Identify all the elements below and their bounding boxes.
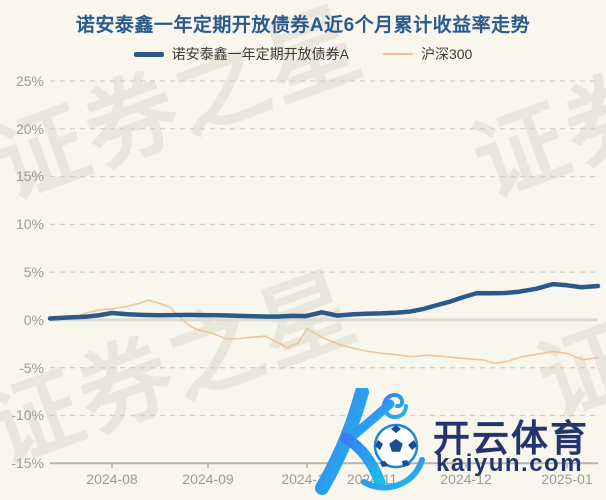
index-line-swatch-icon [382, 52, 413, 56]
y-tick-label: 5% [23, 264, 44, 280]
x-tick-label: 2024-12 [440, 471, 492, 487]
kaiyun-logo: 开云体育 kaiyun.com [306, 388, 606, 496]
y-tick-label: -5% [19, 360, 44, 376]
legend-item-fund: 诺安泰鑫一年定期开放债券A [133, 44, 349, 64]
kaiyun-k-icon [315, 388, 425, 495]
fund-line-swatch-icon [133, 51, 164, 57]
chart-legend: 诺安泰鑫一年定期开放债券A 沪深300 [0, 44, 606, 64]
legend-label-index: 沪深300 [420, 46, 473, 62]
legend-item-index: 沪深300 [382, 44, 473, 64]
chart-title: 诺安泰鑫一年定期开放债券A近6个月累计收益率走势 [75, 15, 531, 36]
football-icon [373, 423, 419, 469]
y-tick-label: 0% [23, 312, 44, 328]
swirl-icon [382, 392, 408, 419]
kaiyun-brand-text: 开云体育 [433, 418, 589, 459]
y-tick-label: 15% [15, 168, 44, 184]
legend-label-fund: 诺安泰鑫一年定期开放债券A [171, 46, 349, 62]
x-tick-label: 2024-09 [182, 471, 234, 487]
kaiyun-domain-text: kaiyun.com [436, 450, 584, 477]
x-tick-label: 2025-01 [541, 471, 593, 487]
y-tick-label: -15% [11, 455, 44, 471]
y-tick-label: 25% [15, 73, 44, 89]
x-tick-label: 2024-08 [86, 471, 138, 487]
y-tick-label: 20% [15, 121, 44, 137]
y-tick-label: 10% [15, 216, 44, 232]
y-tick-label: -10% [11, 407, 44, 423]
